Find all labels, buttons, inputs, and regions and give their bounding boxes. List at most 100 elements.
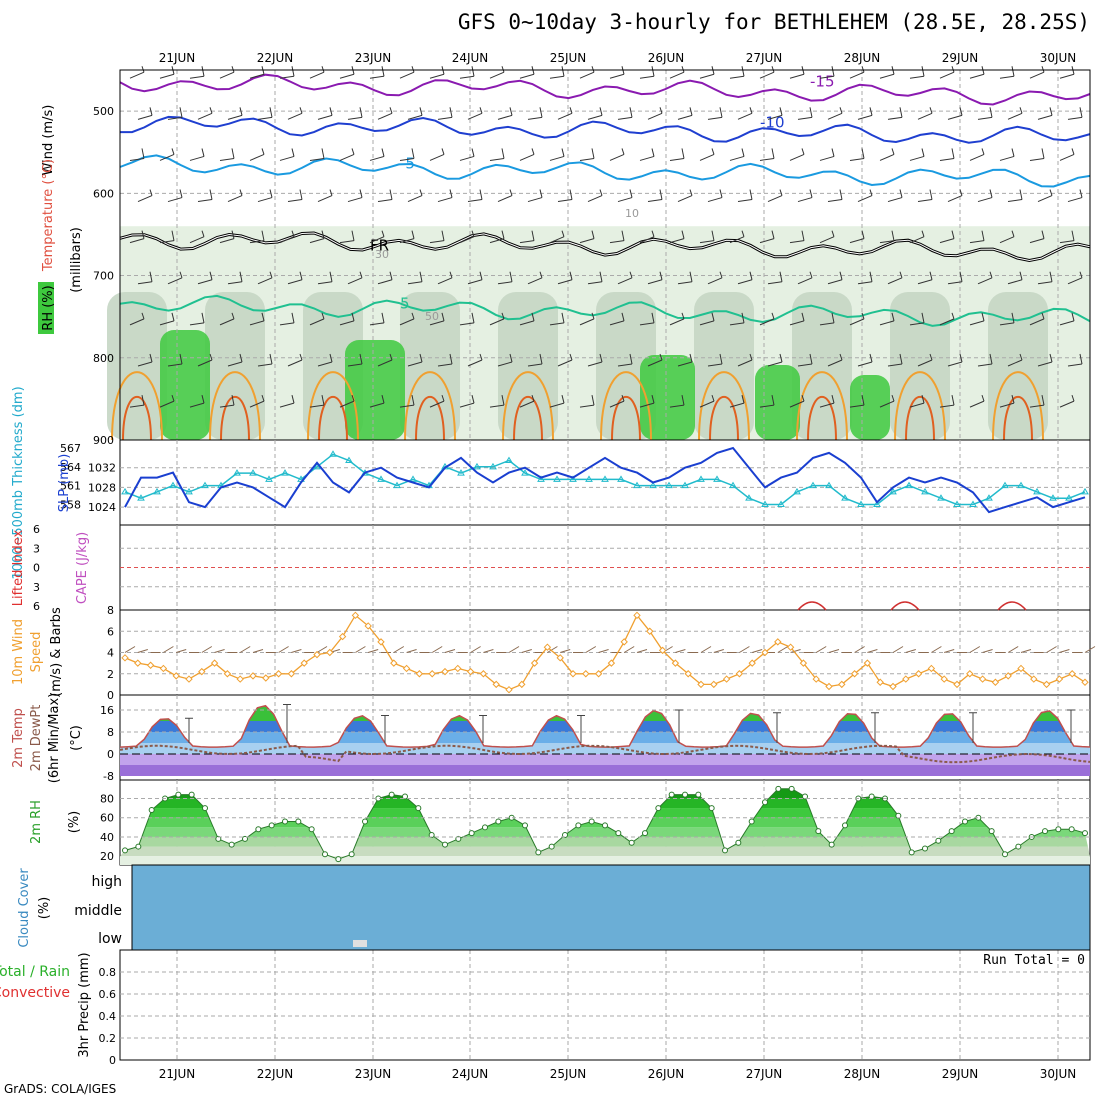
wind-barb <box>407 361 423 367</box>
wind-barb-flag <box>411 148 415 159</box>
wind-speed-point <box>1030 675 1038 683</box>
wind-barb <box>857 281 873 285</box>
wind-barb-flag <box>381 66 385 77</box>
thickness-point <box>313 462 321 470</box>
wind-barb <box>639 75 655 79</box>
wind-barb-flag <box>201 230 205 237</box>
wind-barb <box>587 361 603 367</box>
wind-barb-flag <box>141 66 145 73</box>
date-label-bottom: 28JUN <box>844 1067 881 1081</box>
wind-speed-point <box>364 622 372 630</box>
wind-barb-flag <box>351 394 355 402</box>
wind-barb <box>1067 277 1083 285</box>
rh-band <box>120 836 1090 847</box>
wind-barb-flag <box>171 230 175 241</box>
wind-barb <box>249 400 265 408</box>
wind-barb <box>699 400 715 408</box>
wind-barb-flag <box>659 107 663 114</box>
wind-barb <box>527 277 543 285</box>
wind-barb <box>767 114 783 120</box>
wind-barb-flag <box>861 148 865 159</box>
warm-contour <box>404 371 456 441</box>
wind-speed-point <box>454 664 462 673</box>
wind-speed-point <box>518 680 526 689</box>
wind-barb <box>909 155 925 161</box>
rh-bands <box>120 788 1090 857</box>
wind-barb-10m <box>598 649 609 653</box>
wind-barb <box>287 279 303 285</box>
wind-barb <box>339 320 355 326</box>
footer-credit: GrADS: COLA/IGES <box>4 1082 117 1096</box>
wind-barb-flag <box>801 394 805 402</box>
wind-barb <box>429 73 445 79</box>
wind-barb <box>699 153 715 161</box>
wind-barb-flag <box>1041 230 1045 239</box>
wind-barb <box>789 320 805 326</box>
wind-speed-point <box>121 654 129 662</box>
thickness-point <box>889 487 897 495</box>
wind-speed-point <box>646 627 654 635</box>
wind-barb <box>609 73 625 79</box>
thickness-point <box>1081 487 1089 495</box>
wind-barb-10m <box>1059 649 1070 653</box>
warm-contour <box>807 395 837 441</box>
wind-barb-flag <box>711 312 715 322</box>
wind-barb-flag <box>141 148 145 159</box>
wind-barb <box>999 322 1015 326</box>
wind-barb <box>887 277 903 285</box>
wind-barb <box>249 320 265 326</box>
rh-point <box>175 791 182 798</box>
wind-barb-flag <box>1079 107 1083 118</box>
wind-speed-point <box>466 667 475 676</box>
wind-barb-flag <box>351 148 355 155</box>
wind-speed-point <box>172 672 180 680</box>
rh-shade-green <box>160 330 210 440</box>
thickness-point <box>281 469 289 476</box>
rh-point <box>1082 830 1088 837</box>
wind-barb-10m <box>867 649 878 653</box>
wind-barb <box>557 112 573 120</box>
wind-barb-flag <box>719 189 723 198</box>
wind-barb <box>609 153 625 161</box>
wind-barb-flag <box>209 107 213 114</box>
thickness-point <box>489 462 497 470</box>
wind-speed-point <box>441 667 449 676</box>
wind-barb <box>789 240 805 244</box>
wind-barb-flag <box>681 148 685 159</box>
wind-barb-flag <box>569 107 573 114</box>
wind-barb <box>459 155 475 161</box>
rh-point <box>988 828 995 835</box>
wind-barb <box>1037 281 1053 285</box>
wind-barb <box>639 155 655 161</box>
wind-barb <box>609 320 625 326</box>
wind-barb-flag <box>471 148 475 157</box>
thickness-point <box>553 475 561 482</box>
wind-barb-flag <box>659 271 663 280</box>
wind-barb <box>377 359 393 367</box>
rh-point <box>562 832 568 839</box>
wind-barb-flag <box>651 394 655 404</box>
wind-barb-flag <box>539 189 543 198</box>
wind-barb <box>857 361 873 367</box>
wind-barb <box>549 155 565 161</box>
ylabel-rh-unit: (%) <box>67 811 82 834</box>
wind-barb-flag <box>831 66 835 77</box>
thickness-point <box>937 494 945 501</box>
rh-legend-swatch <box>38 282 54 334</box>
wind-barb-flag <box>681 66 685 73</box>
wind-barb-flag <box>1041 148 1045 159</box>
wind-barb-flag <box>771 230 775 239</box>
rh-point <box>922 845 928 852</box>
wind-barb-10m <box>470 646 481 653</box>
wind-barb <box>879 73 895 79</box>
wind-speed-point <box>274 670 283 678</box>
ylabel-temperature: Temperature (°C) <box>41 159 56 272</box>
wind-barb-flag <box>209 189 213 200</box>
wind-barb-flag <box>201 66 205 77</box>
warm-contour <box>122 395 152 441</box>
wind-barb-flag <box>531 148 535 155</box>
warm-contour <box>600 371 652 441</box>
isotherm-label: -5 <box>400 155 415 173</box>
thickness-point <box>329 450 337 457</box>
thickness-point <box>393 481 401 489</box>
